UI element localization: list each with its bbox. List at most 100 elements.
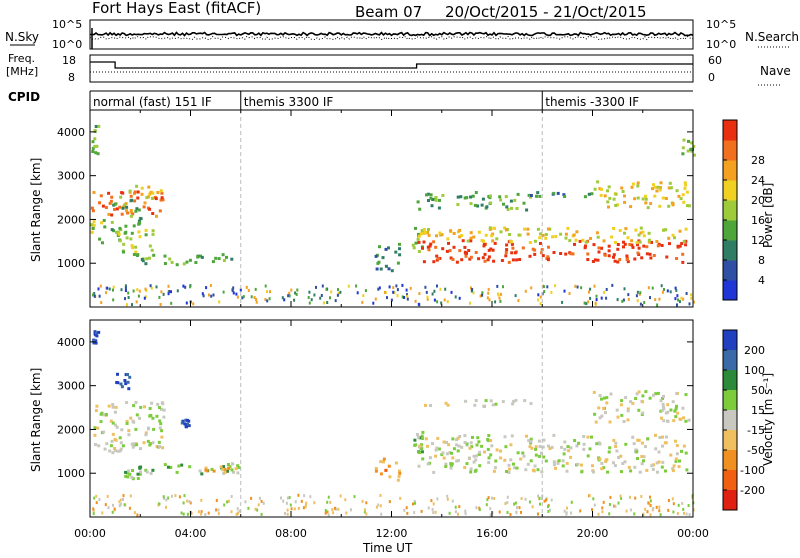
velocity-point [593, 412, 597, 416]
power-point [208, 293, 210, 297]
velocity-point [414, 443, 418, 447]
power-point [574, 238, 578, 242]
velocity-point [685, 468, 689, 472]
velocity-point [648, 502, 651, 506]
power-point [446, 237, 450, 241]
power-point [596, 235, 600, 239]
power-point [100, 301, 103, 305]
velocity-point [491, 496, 494, 500]
velocity-point [160, 435, 164, 439]
power-point [422, 228, 426, 231]
power-point [677, 298, 679, 302]
velocity-point [113, 449, 117, 453]
velocity-point [475, 443, 479, 447]
velocity-point [230, 510, 233, 514]
power-point [185, 260, 189, 264]
velocity-point [102, 413, 106, 417]
power-point [668, 242, 671, 246]
power-point [91, 140, 95, 144]
power-point [419, 232, 423, 236]
velocity-point [132, 420, 136, 424]
power-point [562, 193, 566, 197]
velocity-point [457, 444, 461, 448]
power-point [636, 196, 640, 200]
velocity-point [111, 421, 115, 425]
power-point [683, 181, 687, 185]
velocity-point [489, 453, 493, 457]
velocity-point [463, 434, 467, 438]
power-point [623, 200, 627, 204]
power-point [606, 200, 610, 204]
power-point [647, 231, 651, 235]
power-point [643, 301, 646, 304]
velocity-point [455, 443, 459, 447]
power-point [487, 255, 491, 259]
velocity-point [510, 434, 514, 438]
power-point [649, 296, 651, 300]
power-point [130, 231, 134, 235]
velocity-point [478, 464, 482, 468]
power-point [641, 197, 645, 201]
velocity-point [669, 453, 673, 457]
velocity-point [161, 402, 165, 406]
velocity-point [606, 470, 610, 474]
velocity-point [678, 417, 682, 421]
velocity-point [158, 419, 162, 423]
noise-left-tick-bottom: 10^0 [52, 38, 82, 51]
power-point [196, 255, 200, 259]
power-point [651, 286, 654, 290]
velocity-colorbar-tick-label: 100 [744, 364, 765, 377]
velocity-point [550, 498, 553, 502]
power-point [405, 288, 408, 292]
power-point [682, 297, 685, 301]
velocity-point [397, 474, 401, 478]
power-point [113, 202, 117, 206]
power-point [188, 258, 192, 262]
power-point [650, 240, 653, 244]
velocity-point [125, 419, 129, 423]
velocity-point [602, 466, 606, 470]
velocity-point [567, 449, 571, 453]
power-point [630, 243, 634, 247]
power-point [516, 192, 520, 196]
velocity-point [487, 456, 491, 460]
power-point [160, 196, 164, 200]
velocity-point [226, 469, 229, 473]
power-point [414, 226, 417, 230]
velocity-point [478, 450, 482, 454]
power-point [593, 284, 596, 288]
power-point [543, 290, 546, 293]
velocity-point [131, 469, 134, 472]
velocity-point [424, 437, 428, 441]
velocity-point [672, 502, 675, 506]
power-point [621, 190, 625, 193]
power-point [660, 244, 664, 247]
velocity-point [406, 511, 409, 515]
power-point [517, 233, 521, 237]
velocity-point [181, 419, 185, 423]
power-point [91, 226, 95, 230]
velocity-ytick-label: 4000 [57, 336, 85, 349]
power-point [584, 240, 588, 244]
velocity-point [155, 414, 159, 418]
power-point [690, 293, 693, 297]
velocity-point [302, 506, 305, 510]
power-point [468, 257, 472, 261]
velocity-point [649, 504, 652, 508]
power-point [91, 150, 95, 153]
power-point [639, 226, 643, 230]
velocity-point [687, 418, 691, 422]
velocity-point [579, 509, 582, 513]
velocity-point [570, 500, 573, 504]
velocity-point [501, 400, 505, 404]
power-point [591, 260, 595, 263]
velocity-point [655, 505, 658, 509]
power-point [264, 298, 267, 301]
velocity-point [122, 494, 125, 498]
power-point [611, 283, 614, 287]
velocity-point [674, 415, 678, 419]
velocity-point [537, 439, 541, 443]
power-point [131, 212, 135, 216]
